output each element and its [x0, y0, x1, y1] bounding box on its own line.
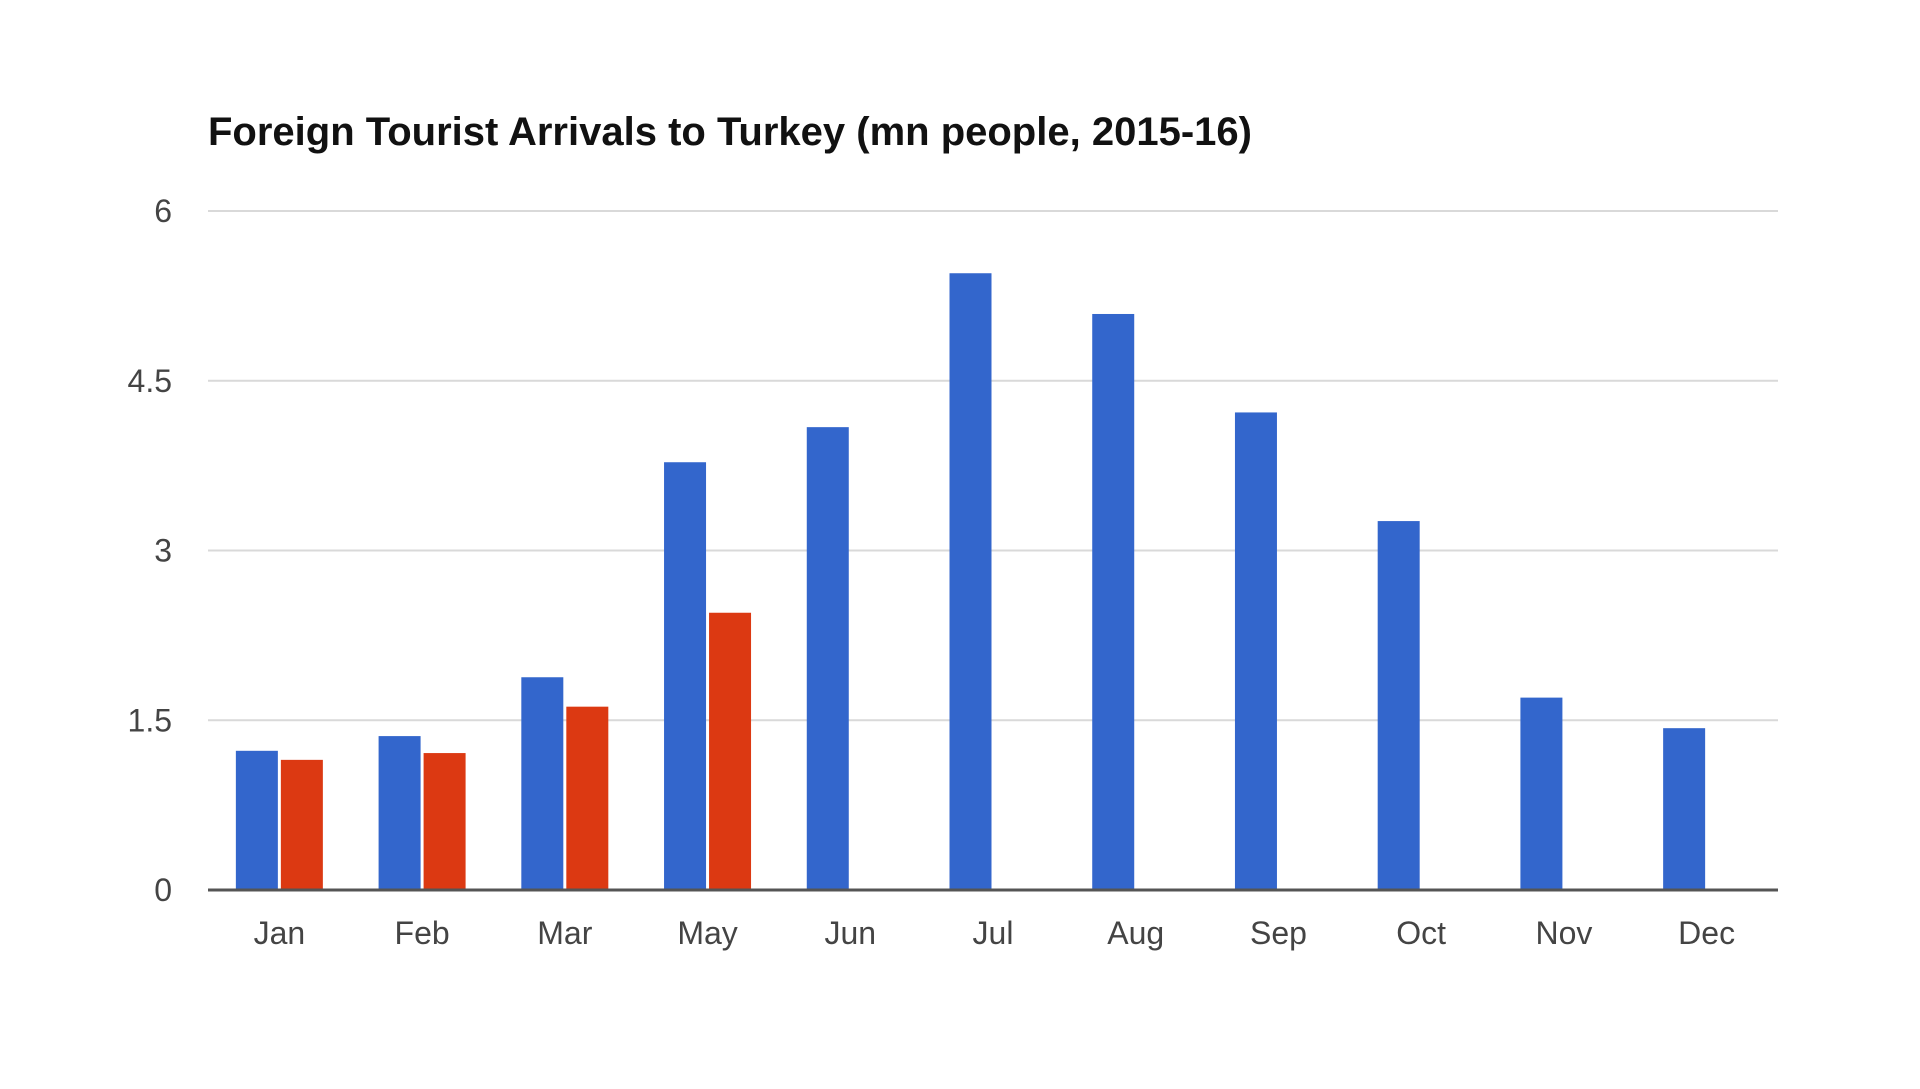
x-tick-label-may: May: [677, 915, 737, 951]
bar-sep-series-1: [1234, 412, 1277, 890]
x-tick-label-jun: Jun: [824, 915, 876, 951]
bar-jun-series-1: [806, 427, 849, 890]
bar-may-series-2: [709, 612, 752, 890]
x-tick-label-jan: Jan: [254, 915, 306, 951]
x-tick-label-nov: Nov: [1535, 915, 1592, 951]
y-tick-label: 1.5: [128, 702, 172, 738]
x-tick-label-dec: Dec: [1678, 915, 1735, 951]
bar-dec-series-1: [1663, 728, 1706, 890]
x-tick-label-aug: Aug: [1107, 915, 1164, 951]
bar-feb-series-2: [423, 753, 466, 890]
x-tick-label-feb: Feb: [395, 915, 450, 951]
x-tick-label-oct: Oct: [1396, 915, 1446, 951]
bar-aug-series-1: [1092, 313, 1135, 890]
bar-mar-series-2: [566, 706, 609, 890]
bar-jan-series-2: [280, 759, 323, 890]
bar-oct-series-1: [1377, 521, 1420, 890]
bars: [235, 273, 1706, 890]
bar-mar-series-1: [521, 677, 564, 890]
x-tick-label-jul: Jul: [973, 915, 1014, 951]
bar-nov-series-1: [1520, 697, 1563, 890]
y-tick-label: 3: [154, 533, 172, 569]
y-axis-tick-labels: 0 1.5 3 4.5 6: [128, 193, 172, 908]
x-axis-tick-labels: Jan Feb Mar May Jun Jul Aug Sep Oct Nov Dec: [254, 915, 1736, 951]
chart-title: Foreign Tourist Arrivals to Turkey (mn p…: [208, 110, 1252, 154]
bar-feb-series-1: [378, 736, 421, 890]
y-tick-label: 4.5: [128, 363, 172, 399]
gridlines: [208, 210, 1778, 722]
x-tick-label-sep: Sep: [1250, 915, 1307, 951]
x-tick-label-mar: Mar: [537, 915, 592, 951]
bar-jul-series-1: [949, 273, 992, 890]
bar-jan-series-1: [235, 750, 278, 890]
y-tick-label: 0: [154, 872, 172, 908]
bar-may-series-1: [664, 462, 707, 890]
y-tick-label: 6: [154, 193, 172, 229]
